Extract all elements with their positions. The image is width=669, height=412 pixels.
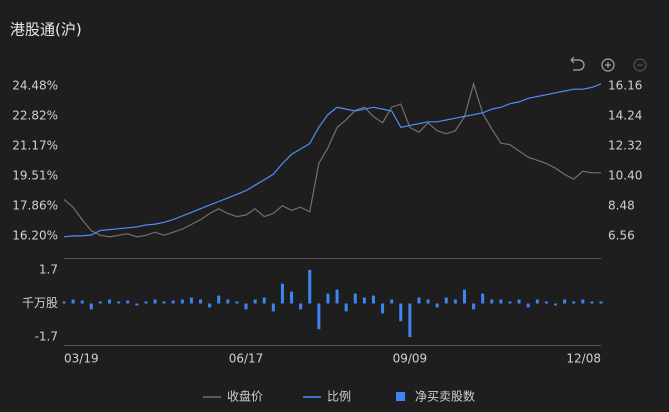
bar [271,303,275,312]
bar [417,297,421,304]
bar [444,297,448,304]
bar [135,303,139,306]
bar [226,299,230,304]
bar [544,301,548,304]
legend-label: 收盘价 [227,389,263,404]
bar [290,291,294,304]
bar [517,299,521,304]
series-line [63,81,601,238]
bar [162,301,166,304]
bar [462,289,466,304]
bar [235,301,239,304]
bar [508,301,512,304]
zoom-out-button[interactable] [633,58,647,72]
bar [435,303,439,308]
bar [481,293,485,304]
x-tick-label: 06/17 [229,352,264,366]
bar [253,299,257,304]
bar [572,301,576,304]
y-tick-label: 19.51% [12,168,58,182]
legend-label: 比例 [327,390,351,404]
bar [472,303,476,310]
bar [563,299,567,304]
y2-tick-label: 16.16 [608,78,642,92]
bar [280,283,284,304]
bar [171,300,175,304]
bar [426,299,430,304]
bar [62,301,66,304]
bar [353,293,357,304]
x-tick-label: 12/08 [566,352,601,366]
bar [153,299,157,304]
bar [80,300,84,304]
bar [381,303,385,314]
bar [217,295,221,304]
legend-label: 净买卖股数 [415,389,475,404]
bar [581,299,585,304]
bar [98,301,102,304]
bar [71,299,75,304]
y2-tick-label: 8.48 [608,198,635,212]
bar [590,301,594,304]
y-tick-label: -1.7 [35,330,58,344]
bar [535,299,539,304]
y-tick-label: 16.20% [12,228,58,242]
chart-title: 港股通(沪) [10,21,82,39]
bar [390,299,394,304]
bar [108,299,112,304]
bar [399,303,403,322]
y2-tick-label: 10.40 [608,168,642,182]
bar [599,301,603,304]
zoom-in-button[interactable] [601,58,615,72]
bar [126,300,130,304]
bar [308,269,312,304]
bar [553,303,557,306]
bar [180,299,184,304]
bar [89,303,93,310]
legend-swatch [396,392,406,401]
y-tick-label: 17.86% [12,198,58,212]
bar [408,303,412,338]
bar [362,297,366,304]
bar [344,303,348,312]
bar [299,303,303,310]
bar [199,299,203,304]
y-tick-label: 22.82% [12,109,58,123]
bar [490,299,494,304]
bar [117,301,121,304]
x-tick-label: 03/19 [64,352,99,366]
bar [499,299,503,304]
y-tick-label: 24.48% [12,78,58,92]
bar [317,303,321,330]
series-line [63,83,602,238]
bar [335,289,339,304]
bar [326,293,330,304]
bar [526,303,530,308]
bar [371,295,375,304]
bar [262,297,266,304]
bar [208,303,212,308]
y-tick-label: 1.7 [39,262,58,276]
bar [144,301,148,304]
y2-tick-label: 14.24 [608,108,642,122]
y-tick-label: 21.17% [12,138,58,152]
x-tick-label: 09/09 [393,352,428,366]
y-axis-label: 千万股 [22,296,58,310]
bar [244,303,248,310]
bar [189,297,193,304]
y2-tick-label: 6.56 [608,228,635,242]
y2-tick-label: 12.32 [608,138,642,152]
reset-button[interactable] [570,56,585,71]
bar [453,299,457,304]
